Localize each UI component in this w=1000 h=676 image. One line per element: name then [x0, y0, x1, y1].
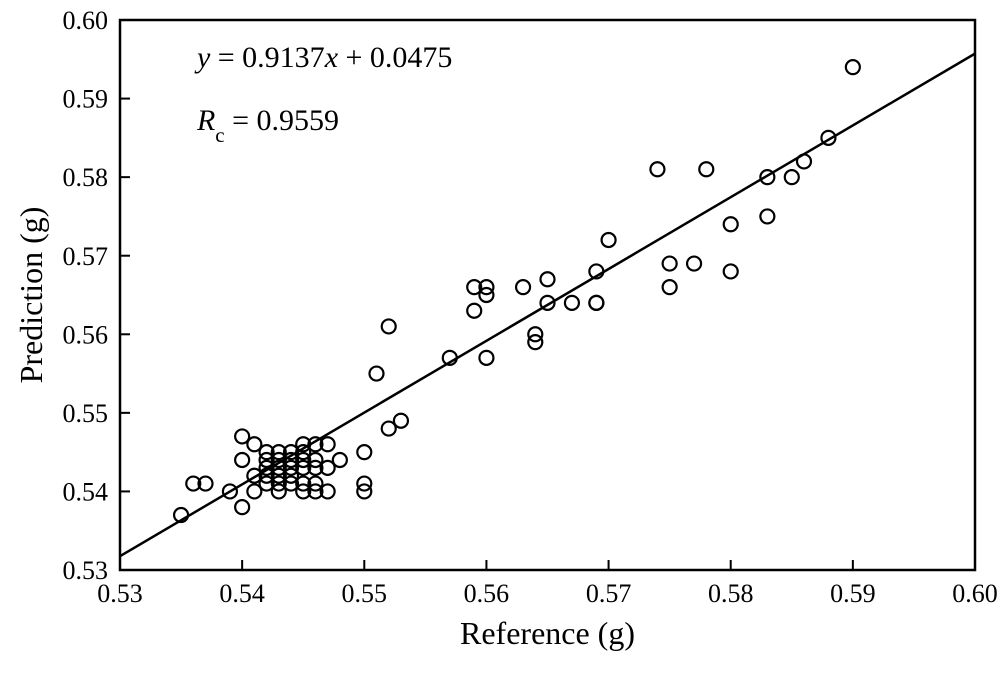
- y-axis-label: Prediction (g): [13, 207, 49, 384]
- x-tick-label: 0.58: [708, 579, 754, 608]
- y-tick-label: 0.59: [63, 85, 109, 114]
- x-tick-label: 0.60: [952, 579, 998, 608]
- chart-container: 0.530.540.550.560.570.580.590.600.530.54…: [0, 0, 1000, 676]
- y-tick-label: 0.58: [63, 163, 109, 192]
- y-tick-label: 0.54: [63, 478, 109, 507]
- x-tick-label: 0.57: [586, 579, 632, 608]
- x-axis-label: Reference (g): [460, 615, 635, 651]
- y-tick-label: 0.60: [63, 6, 109, 35]
- x-tick-label: 0.54: [219, 579, 265, 608]
- scatter-chart: 0.530.540.550.560.570.580.590.600.530.54…: [0, 0, 1000, 676]
- y-tick-label: 0.53: [63, 556, 109, 585]
- equation-annotation: y = 0.9137x + 0.0475: [194, 41, 453, 74]
- x-tick-label: 0.59: [830, 579, 876, 608]
- x-tick-label: 0.55: [342, 579, 388, 608]
- y-tick-label: 0.56: [63, 320, 109, 349]
- x-tick-label: 0.56: [464, 579, 510, 608]
- y-tick-label: 0.55: [63, 399, 109, 428]
- y-tick-label: 0.57: [63, 242, 109, 271]
